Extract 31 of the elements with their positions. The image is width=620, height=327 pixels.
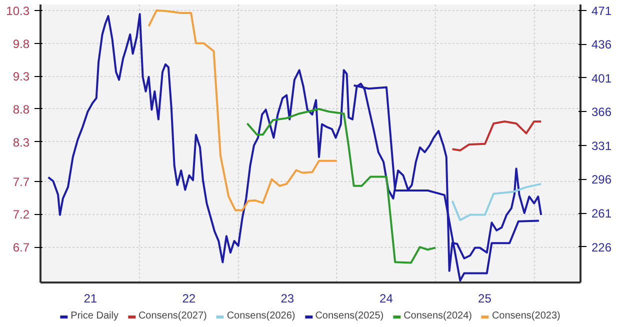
y-tick-label: 7.7 <box>12 174 30 189</box>
y-tick-label: 9.8 <box>12 36 30 51</box>
legend-label: Consens(2023) <box>492 310 560 322</box>
legend-label: Consens(2025) <box>315 310 384 322</box>
x-tick-label: 23 <box>280 292 294 306</box>
y2-tick-label: 226 <box>592 240 612 254</box>
y2-tick-label: 331 <box>592 138 612 153</box>
y-tick-label: 9.3 <box>12 70 30 84</box>
y-tick-label: 7.2 <box>12 208 30 222</box>
y2-tick-label: 296 <box>592 172 612 187</box>
y2-tick-label: 366 <box>592 105 612 120</box>
y2-tick-label: 261 <box>592 206 612 220</box>
y-tick-label: 10.3 <box>6 4 30 18</box>
legend-label: Price Daily <box>70 310 118 322</box>
x-tick-label: 24 <box>380 292 394 306</box>
y-tick-label: 6.7 <box>12 240 30 255</box>
y2-tick-label: 436 <box>592 38 612 52</box>
x-tick-label: 22 <box>182 292 196 306</box>
line-series <box>246 108 437 264</box>
x-tick-label: 21 <box>84 292 98 306</box>
line-series <box>451 120 542 152</box>
y-tick-label: 8.8 <box>12 102 30 116</box>
legend-label: Consens(2027) <box>138 310 207 322</box>
legend-label: Consens(2024) <box>404 310 472 322</box>
y2-tick-label: 401 <box>592 71 612 86</box>
line-series <box>148 9 338 212</box>
legend-label: Consens(2026) <box>226 310 296 322</box>
y2-tick-label: 471 <box>592 4 612 18</box>
line-series <box>451 182 542 222</box>
x-tick-label: 25 <box>478 292 492 306</box>
y-tick-label: 8.3 <box>12 135 30 150</box>
